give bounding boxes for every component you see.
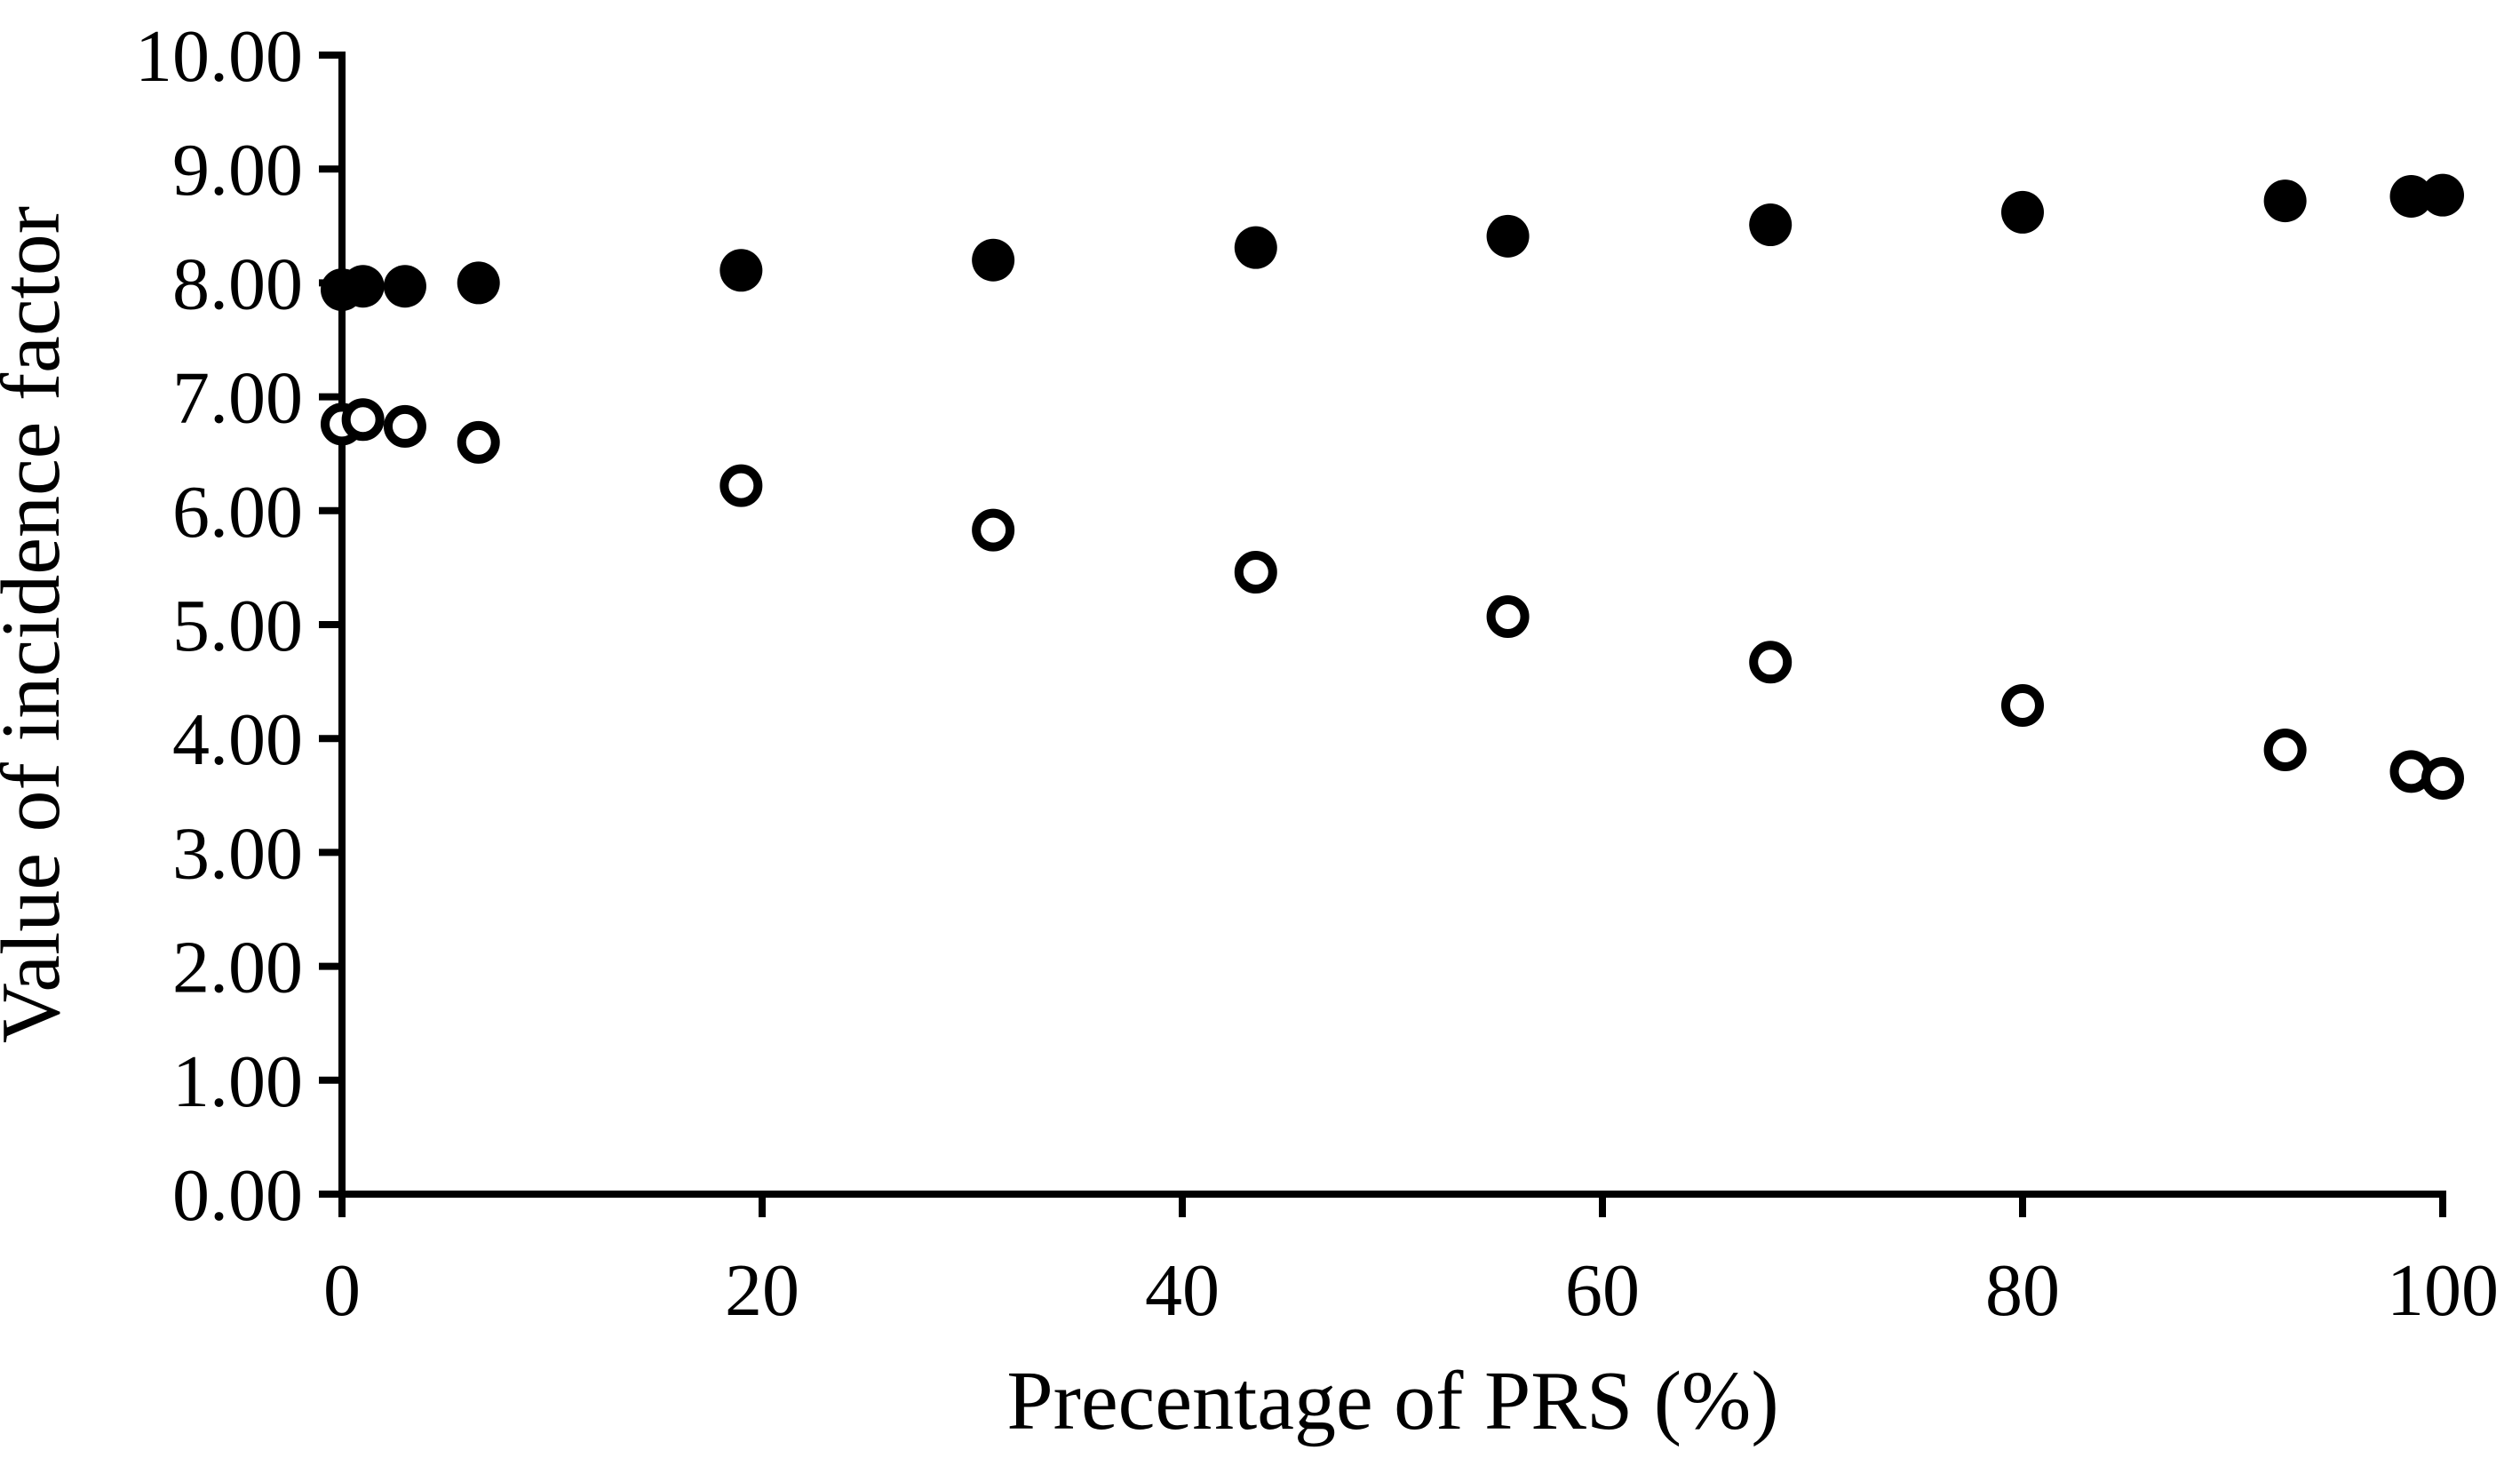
data-point-filled — [2263, 179, 2307, 223]
axes-layer — [319, 52, 2446, 1217]
y-tick-label: 9.00 — [172, 129, 303, 211]
y-tick-label: 6.00 — [172, 471, 303, 554]
data-point-filled — [1749, 203, 1793, 247]
y-tick-label: 0.00 — [172, 1154, 303, 1237]
data-point-filled — [1486, 214, 1530, 258]
y-tick-label: 4.00 — [172, 698, 303, 781]
data-point-filled — [719, 249, 763, 292]
y-axis-title: Value of incidence factor — [0, 206, 77, 1043]
data-point-filled — [1234, 226, 1277, 269]
data-point-open — [383, 404, 426, 448]
tick-label-layer: 0.00 1.00 2.00 3.00 4.00 5.00 6.00 7.00 8.00 9.00… — [135, 15, 2499, 1332]
data-point-open — [972, 508, 1015, 552]
data-point-open — [341, 398, 385, 442]
y-tick-label: 1.00 — [172, 1040, 303, 1123]
data-point-filled — [2001, 190, 2044, 234]
y-tick-label: 2.00 — [172, 927, 303, 1009]
data-point-open — [719, 464, 763, 507]
x-tick-label: 100 — [2387, 1249, 2499, 1332]
data-points-layer — [321, 173, 2464, 801]
data-point-open — [457, 420, 500, 464]
y-tick-label: 7.00 — [172, 357, 303, 440]
data-point-open — [1234, 551, 1277, 594]
x-axis-title: Precentage of PRS (%) — [1006, 1355, 1778, 1447]
data-point-filled — [457, 261, 500, 305]
data-point-filled — [2421, 173, 2464, 217]
data-point-filled — [972, 238, 1015, 282]
data-point-filled — [383, 265, 426, 308]
y-tick-label: 5.00 — [172, 585, 303, 667]
data-point-open — [1749, 641, 1793, 684]
y-tick-label: 10.00 — [135, 15, 303, 98]
data-point-open — [2421, 757, 2464, 801]
data-point-filled — [2389, 174, 2433, 218]
y-tick-label: 3.00 — [172, 812, 303, 895]
x-tick-label: 40 — [1145, 1249, 1220, 1332]
data-point-filled — [341, 265, 385, 308]
x-tick-label: 20 — [725, 1249, 799, 1332]
x-tick-label: 60 — [1565, 1249, 1640, 1332]
x-tick-label: 0 — [323, 1249, 361, 1332]
data-point-open — [2001, 684, 2044, 728]
data-point-open — [1486, 595, 1530, 639]
x-tick-label: 80 — [1985, 1249, 2060, 1332]
data-point-open — [2263, 729, 2307, 772]
y-tick-label: 8.00 — [172, 243, 303, 325]
